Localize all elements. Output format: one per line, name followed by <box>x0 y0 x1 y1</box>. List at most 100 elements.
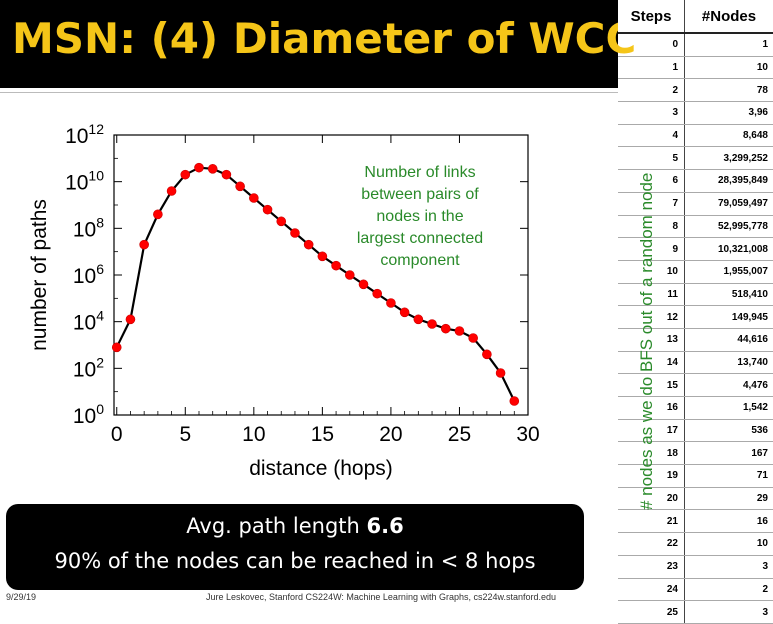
y-tick-label: 1012 <box>65 121 104 148</box>
step-cell: 1 <box>618 56 685 79</box>
header-steps: Steps <box>618 0 685 33</box>
data-point <box>194 163 203 172</box>
nodes-cell: 2 <box>685 578 773 601</box>
step-cell: 3 <box>618 102 685 125</box>
nodes-cell: 16 <box>685 510 773 533</box>
y-axis-label: number of paths <box>28 199 51 351</box>
y-tick-label: 104 <box>73 308 104 335</box>
nodes-cell: 28,395,849 <box>685 170 773 193</box>
data-point <box>236 182 245 191</box>
step-cell: 0 <box>618 33 685 56</box>
data-point <box>482 350 491 359</box>
y-tick-label: 106 <box>73 261 104 288</box>
nodes-cell: 52,995,778 <box>685 215 773 238</box>
y-tick-label: 108 <box>73 214 104 241</box>
title-divider <box>0 92 618 93</box>
x-tick-label: 30 <box>516 423 539 446</box>
data-point <box>290 229 299 238</box>
x-tick-label: 25 <box>448 423 471 446</box>
slide-credit: Jure Leskovec, Stanford CS224W: Machine … <box>206 592 556 602</box>
annotation-line: largest connected <box>357 230 483 247</box>
x-tick-label: 5 <box>179 423 191 446</box>
nodes-cell: 518,410 <box>685 283 773 306</box>
summary-box: Avg. path length 6.6 90% of the nodes ca… <box>6 504 584 590</box>
annotation-line: between pairs of <box>361 186 479 203</box>
data-point <box>510 397 519 406</box>
nodes-cell: 167 <box>685 442 773 465</box>
step-cell: 25 <box>618 601 685 624</box>
nodes-cell: 4,476 <box>685 374 773 397</box>
data-point <box>386 299 395 308</box>
x-tick-label: 0 <box>111 423 123 446</box>
step-cell: 23 <box>618 555 685 578</box>
nodes-cell: 3,299,252 <box>685 147 773 170</box>
header-nodes: #Nodes <box>685 0 773 33</box>
x-tick-label: 20 <box>379 423 402 446</box>
annotation-line: Number of links <box>364 164 475 181</box>
data-point <box>263 205 272 214</box>
step-cell: 24 <box>618 578 685 601</box>
data-point <box>359 280 368 289</box>
data-point <box>249 194 258 203</box>
step-cell: 21 <box>618 510 685 533</box>
nodes-cell: 10,321,008 <box>685 238 773 261</box>
data-point <box>414 315 423 324</box>
nodes-cell: 13,740 <box>685 351 773 374</box>
nodes-cell: 10 <box>685 56 773 79</box>
nodes-cell: 10 <box>685 533 773 556</box>
nodes-cell: 3,96 <box>685 102 773 125</box>
data-point <box>469 334 478 343</box>
nodes-cell: 536 <box>685 419 773 442</box>
annotation-line: nodes in the <box>376 208 463 225</box>
data-point <box>441 324 450 333</box>
table-vertical-label: # nodes as we do BFS out of a random nod… <box>637 173 657 510</box>
data-point <box>140 240 149 249</box>
y-tick-label: 102 <box>73 354 104 381</box>
data-point <box>373 289 382 298</box>
data-point <box>345 271 354 280</box>
reach-statement: 90% of the nodes can be reached in < 8 h… <box>6 549 584 573</box>
data-point <box>318 252 327 261</box>
step-cell: 22 <box>618 533 685 556</box>
nodes-cell: 79,059,497 <box>685 192 773 215</box>
data-point <box>208 164 217 173</box>
data-point <box>153 210 162 219</box>
data-point <box>496 369 505 378</box>
step-cell: 5 <box>618 147 685 170</box>
nodes-cell: 44,616 <box>685 328 773 351</box>
annotation-line: component <box>380 252 460 269</box>
nodes-cell: 1,955,007 <box>685 260 773 283</box>
slide-date: 9/29/19 <box>6 592 36 602</box>
nodes-cell: 1 <box>685 33 773 56</box>
data-point <box>304 240 313 249</box>
nodes-cell: 78 <box>685 79 773 102</box>
nodes-cell: 29 <box>685 487 773 510</box>
data-point <box>112 343 121 352</box>
data-point <box>428 320 437 329</box>
nodes-cell: 71 <box>685 465 773 488</box>
nodes-cell: 3 <box>685 601 773 624</box>
nodes-cell: 3 <box>685 555 773 578</box>
avg-path-prefix: Avg. path length <box>186 514 366 538</box>
data-point <box>277 217 286 226</box>
nodes-cell: 8,648 <box>685 124 773 147</box>
x-tick-label: 15 <box>311 423 334 446</box>
data-point <box>126 315 135 324</box>
data-point <box>167 187 176 196</box>
x-tick-label: 10 <box>242 423 265 446</box>
x-axis-label: distance (hops) <box>249 457 393 480</box>
data-point <box>455 327 464 336</box>
y-tick-label: 1010 <box>65 168 104 195</box>
data-point <box>332 261 341 270</box>
nodes-cell: 149,945 <box>685 306 773 329</box>
